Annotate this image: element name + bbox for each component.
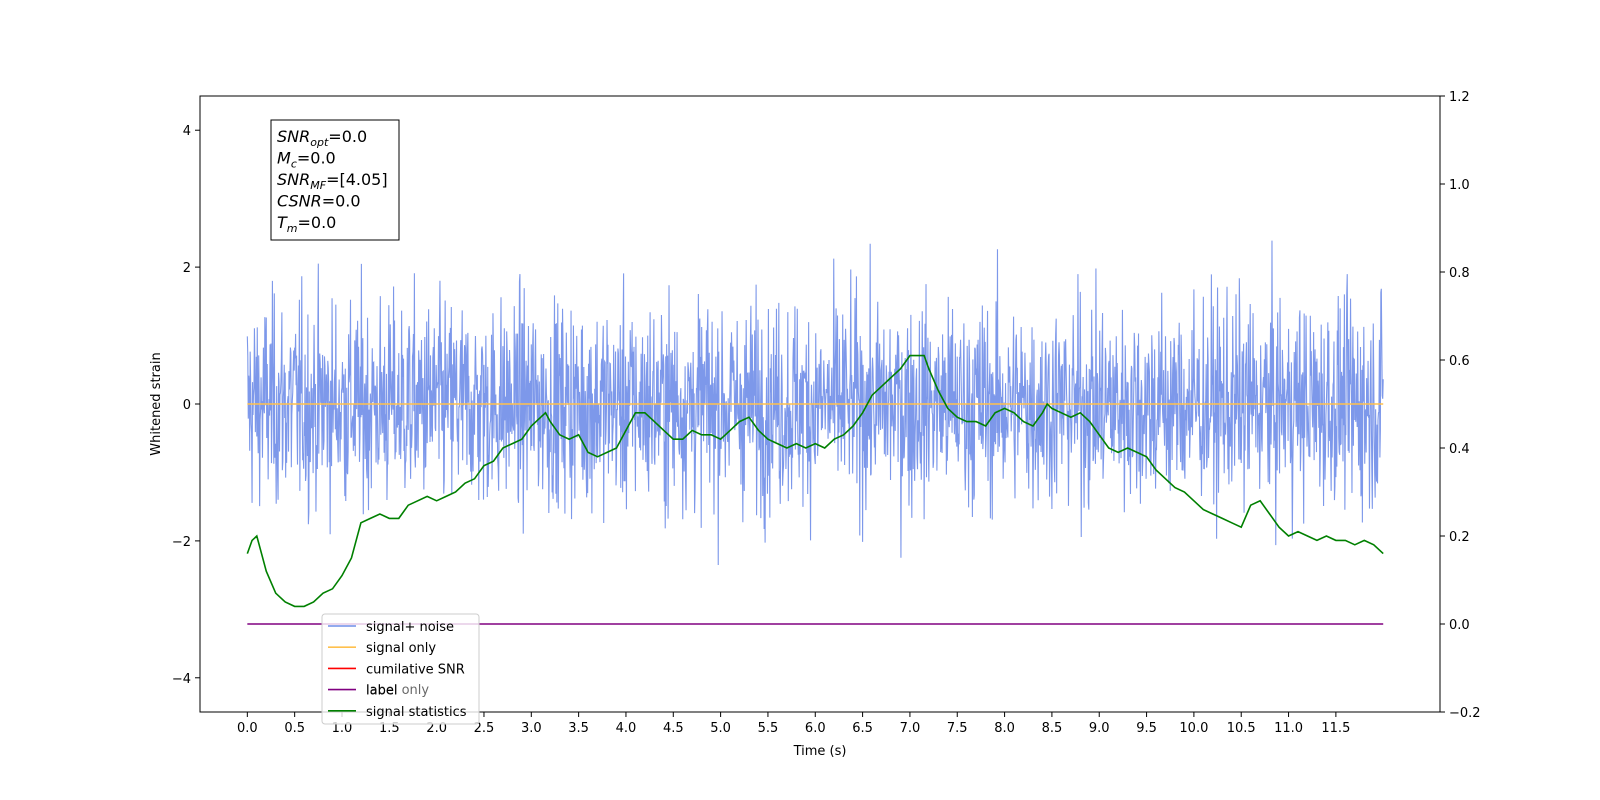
y-tick-label: −2 [172,535,191,550]
x-tick-label: 11.5 [1321,721,1350,736]
annotation-line: SNRMF=[4.05] [277,170,388,192]
y-tick-label: −4 [172,672,191,687]
x-tick-label: 6.0 [805,721,826,736]
x-tick-label: 4.5 [663,721,684,736]
annotation-line: Tm=0.0 [277,213,336,235]
x-tick-label: 3.0 [521,721,542,736]
legend-label: signal only [366,641,436,656]
x-tick-label: 10.5 [1227,721,1256,736]
x-tick-label: 2.0 [426,721,447,736]
legend: label only signal+ noise signal only cumila… [321,613,480,725]
y2-tick-label: 1.2 [1449,90,1470,105]
legend-label: label [366,684,397,699]
y2-tick-label: 0.6 [1449,354,1470,369]
y2-tick-label: 0.0 [1449,618,1470,633]
legend-label: signal+ noise [366,620,454,635]
x-tick-label: 9.0 [1089,721,1110,736]
x-tick-label: 7.5 [947,721,968,736]
annotation-line: CSNR=0.0 [277,192,361,211]
annotation-line: SNRopt=0.0 [277,127,367,149]
x-tick-label: 0.0 [237,721,258,736]
y2-tick-label: 0.2 [1449,530,1470,545]
legend-frame [321,613,480,725]
annotation-line: Mc=0.0 [277,149,336,171]
y-axis-left: 4 2 0 −2 −4 [172,124,200,687]
x-tick-label: 10.0 [1179,721,1208,736]
x-tick-label: 3.5 [568,721,589,736]
y-tick-label: 2 [183,261,191,276]
annotation-frame [270,119,400,241]
y2-tick-label: −0.2 [1449,706,1481,721]
series-line-signal-statistics [246,354,1384,608]
x-tick-label: 6.5 [852,721,873,736]
x-tick-label: 7.0 [900,721,921,736]
y-axis-right: 1.2 1.0 0.8 0.6 0.4 0.2 0.0 −0.2 [1440,90,1481,721]
x-tick-label: 0.5 [284,721,305,736]
y-tick-label: 4 [183,124,191,139]
x-tick-label: 11.0 [1274,721,1303,736]
x-tick-label: 4.0 [616,721,637,736]
x-tick-label: 8.5 [1042,721,1063,736]
x-tick-label: 8.0 [994,721,1015,736]
series-line-signal-noise [246,240,1384,566]
y-axis-label: Whitened strain [149,352,164,455]
x-axis: 0.0 0.5 1.0 1.5 2.0 2.5 3.0 3.5 4.0 4.5 5.0 5.5 6.0 6… [237,712,1350,736]
legend-label: cumilative SNR [366,662,465,677]
y2-tick-label: 0.8 [1449,266,1470,281]
x-axis-label: Time (s) [793,744,847,759]
legend-occluded-text: label only [366,683,429,698]
legend-label: signal statistics [366,705,467,720]
x-tick-label: 2.5 [474,721,495,736]
x-tick-label: 5.5 [758,721,779,736]
y2-tick-label: 1.0 [1449,178,1470,193]
x-tick-label: 5.0 [710,721,731,736]
y2-tick-label: 0.4 [1449,442,1470,457]
x-tick-label: 1.0 [332,721,353,736]
x-tick-label: 1.5 [379,721,400,736]
x-tick-label: 9.5 [1136,721,1157,736]
y-tick-label: 0 [183,398,191,413]
